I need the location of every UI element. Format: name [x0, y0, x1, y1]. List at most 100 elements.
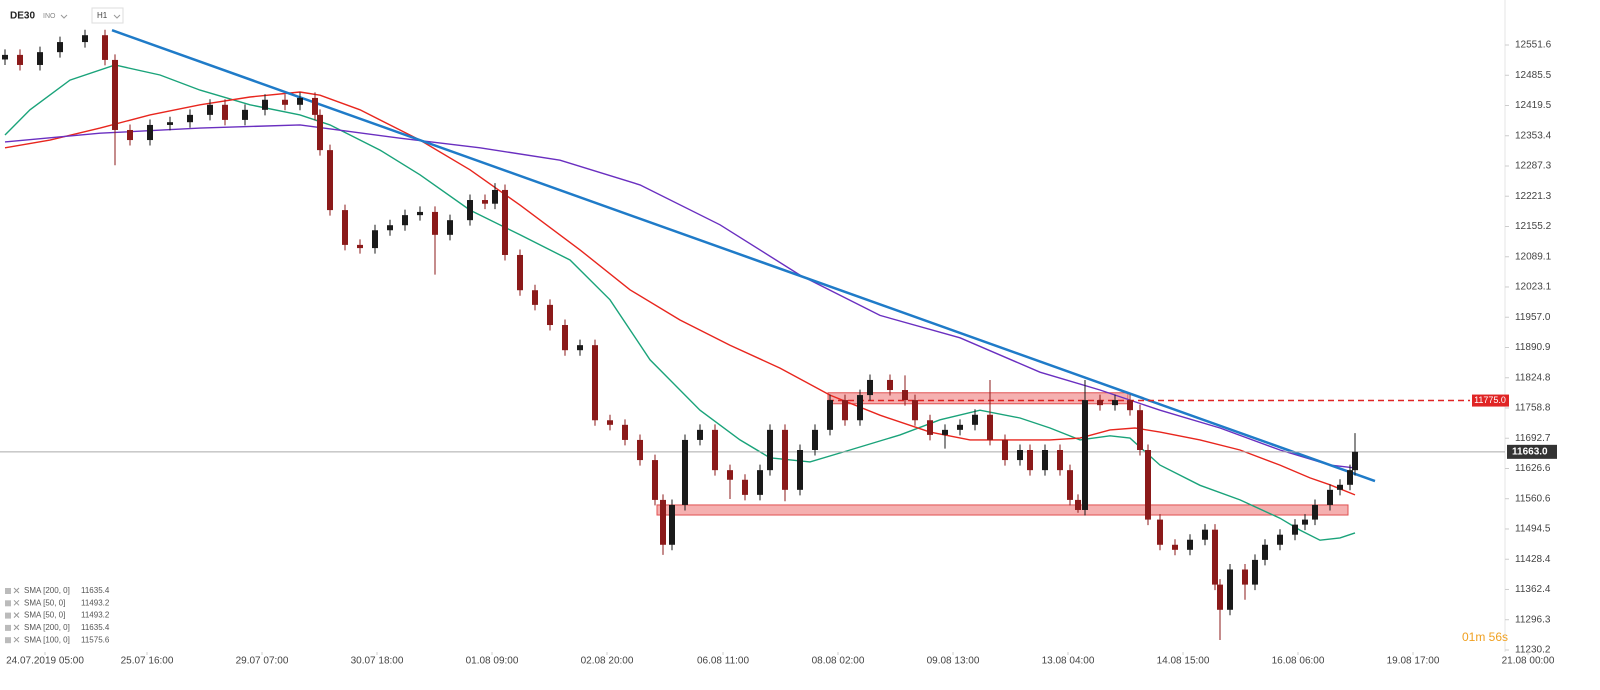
- candle-body: [1217, 584, 1223, 610]
- x-tick-label: 06.08 11:00: [697, 656, 750, 667]
- candle-body: [1067, 470, 1073, 500]
- x-tick-label: 08.08 02:00: [812, 656, 865, 667]
- y-tick-label: 12485.5: [1515, 70, 1552, 81]
- y-tick-label: 12155.2: [1515, 221, 1552, 232]
- dropdown-arrow: [113, 14, 121, 19]
- y-tick-label: 11230.2: [1515, 645, 1551, 656]
- legend-value: 11493.2: [81, 598, 110, 607]
- candle-body: [637, 439, 643, 461]
- candle-body: [262, 99, 268, 110]
- legend-value: 11635.4: [81, 623, 110, 632]
- candle-body: [912, 400, 918, 421]
- candle-body: [592, 345, 598, 421]
- candle-body: [147, 124, 153, 141]
- candle-body: [502, 189, 508, 255]
- candle-body: [57, 42, 63, 53]
- candle-body: [697, 429, 703, 440]
- y-tick-label: 12089.1: [1515, 251, 1552, 262]
- legend-value: 11635.4: [81, 586, 110, 595]
- x-tick-label: 14.08 15:00: [1157, 656, 1210, 667]
- y-tick-label: 12353.4: [1515, 130, 1552, 141]
- candle-body: [842, 400, 848, 421]
- candle-body: [757, 470, 763, 495]
- x-tick-label: 01.08 09:00: [466, 656, 519, 667]
- candle-body: [222, 104, 228, 120]
- legend-label: SMA [50, 0]: [24, 598, 65, 607]
- candle-body: [887, 379, 893, 391]
- candle-body: [867, 379, 873, 396]
- candle-body: [1202, 529, 1208, 540]
- timeframe[interactable]: H1: [97, 11, 108, 20]
- candle-body: [207, 104, 213, 115]
- legend-close[interactable]: [13, 624, 20, 631]
- candle-body: [1277, 534, 1283, 545]
- candle-body: [1027, 450, 1033, 471]
- candle-body: [82, 35, 88, 43]
- legend-icon: [5, 600, 11, 607]
- legend-label: SMA [200, 0]: [24, 586, 70, 595]
- legend-icon: [5, 624, 11, 631]
- legend-close[interactable]: [13, 636, 20, 643]
- legend-value: 11493.2: [81, 611, 110, 620]
- candle-body: [1017, 450, 1023, 461]
- source[interactable]: INO: [43, 13, 56, 20]
- candle-body: [942, 429, 948, 435]
- candle-body: [660, 499, 666, 545]
- candle-body: [387, 225, 393, 231]
- candle-body: [972, 414, 978, 425]
- legend-close[interactable]: [13, 612, 20, 618]
- candle-body: [812, 429, 818, 451]
- candle-body: [682, 439, 688, 505]
- legend-label: SMA [50, 0]: [24, 611, 65, 620]
- y-tick-label: 11428.4: [1515, 554, 1551, 565]
- candle-body: [1292, 524, 1298, 535]
- candle-body: [577, 345, 583, 351]
- x-tick-label: 16.08 06:00: [1272, 656, 1325, 667]
- zone: [827, 392, 1129, 405]
- y-tick-label: 11626.6: [1515, 463, 1551, 474]
- legend-icon: [5, 637, 11, 644]
- candle-body: [1145, 450, 1151, 520]
- y-tick-label: 12287.3: [1515, 161, 1552, 172]
- last-price-label: 11663.0: [1512, 446, 1548, 457]
- candle-body: [312, 97, 318, 115]
- candle-body: [2, 54, 8, 60]
- candle-body: [1172, 544, 1178, 550]
- candle-body: [1002, 439, 1008, 461]
- candle-body: [1327, 489, 1333, 505]
- level-label: 11775.0: [1474, 395, 1506, 405]
- y-tick-label: 12551.6: [1515, 40, 1552, 51]
- candle-body: [1252, 559, 1258, 585]
- candle-body: [282, 99, 288, 105]
- countdown: 01m 56s: [1462, 630, 1508, 644]
- candle-body: [17, 54, 23, 65]
- candle-body: [402, 215, 408, 226]
- candle-body: [37, 52, 43, 65]
- candle-body: [767, 429, 773, 471]
- candle-body: [1082, 400, 1088, 510]
- legend-close[interactable]: [13, 587, 20, 594]
- candle-body: [1337, 484, 1343, 490]
- candle-body: [742, 479, 748, 495]
- candle-body: [987, 414, 993, 440]
- candle-body: [432, 211, 438, 235]
- candle-body: [782, 429, 788, 490]
- last-price-box: [1507, 444, 1557, 459]
- timeframe-box[interactable]: [91, 7, 124, 24]
- candle-body: [1137, 410, 1143, 451]
- x-tick-label: 24.07.2019 05:00: [6, 656, 84, 667]
- y-tick-label: 11824.8: [1515, 372, 1551, 383]
- candle-body: [797, 450, 803, 490]
- y-tick-label: 12023.1: [1515, 282, 1552, 293]
- candle-body: [1347, 470, 1353, 485]
- y-tick-label: 11890.9: [1515, 342, 1551, 353]
- x-tick-label: 19.08 17:00: [1387, 656, 1440, 667]
- x-tick-label: 30.07 18:00: [351, 656, 404, 667]
- x-tick-label: 09.08 13:00: [927, 656, 980, 667]
- legend-close[interactable]: [13, 599, 20, 606]
- y-tick-label: 11296.3: [1515, 614, 1551, 625]
- x-tick-label: 21.08 00:00: [1502, 656, 1555, 667]
- candle-body: [547, 304, 553, 326]
